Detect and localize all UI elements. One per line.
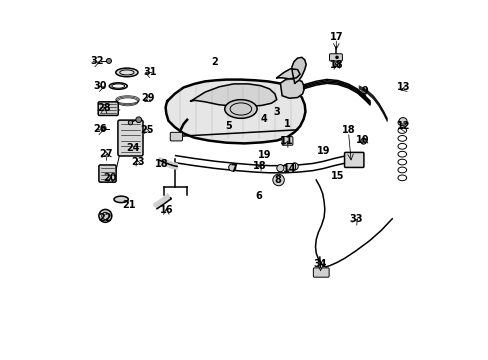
- Text: 19: 19: [317, 146, 330, 156]
- Text: 1: 1: [284, 120, 290, 129]
- Circle shape: [335, 55, 338, 59]
- Text: 11: 11: [280, 136, 293, 146]
- FancyBboxPatch shape: [313, 268, 328, 277]
- FancyBboxPatch shape: [118, 120, 142, 156]
- Text: 34: 34: [313, 259, 326, 269]
- Text: 29: 29: [142, 93, 155, 103]
- Ellipse shape: [114, 196, 128, 203]
- Text: 7: 7: [230, 164, 237, 174]
- Text: 18: 18: [252, 161, 266, 171]
- Text: 31: 31: [143, 67, 156, 77]
- Text: 17: 17: [329, 32, 343, 41]
- Text: 32: 32: [90, 56, 103, 66]
- Text: 3: 3: [273, 107, 280, 117]
- Text: 4: 4: [260, 114, 267, 124]
- Text: 9: 9: [361, 86, 367, 96]
- Text: 18: 18: [329, 60, 343, 70]
- Polygon shape: [280, 79, 304, 98]
- Polygon shape: [190, 84, 276, 107]
- Text: 19: 19: [257, 150, 271, 160]
- Circle shape: [228, 164, 235, 171]
- Text: 13: 13: [397, 82, 410, 92]
- Polygon shape: [159, 157, 177, 169]
- Ellipse shape: [116, 68, 138, 77]
- Text: 16: 16: [159, 206, 173, 216]
- Polygon shape: [165, 80, 305, 143]
- FancyBboxPatch shape: [282, 136, 292, 145]
- Text: 18: 18: [154, 159, 168, 169]
- Circle shape: [136, 117, 142, 123]
- Text: 2: 2: [211, 57, 218, 67]
- FancyBboxPatch shape: [98, 102, 118, 116]
- Text: 12: 12: [397, 121, 410, 131]
- Text: 27: 27: [99, 149, 112, 159]
- Text: 30: 30: [93, 81, 107, 91]
- Text: 10: 10: [355, 135, 369, 145]
- Circle shape: [290, 163, 298, 170]
- FancyBboxPatch shape: [329, 54, 342, 61]
- Circle shape: [102, 126, 106, 131]
- Text: 24: 24: [126, 143, 140, 153]
- Polygon shape: [291, 57, 305, 83]
- Text: 28: 28: [97, 103, 111, 113]
- Text: 25: 25: [140, 125, 153, 135]
- Text: 20: 20: [103, 173, 117, 183]
- FancyBboxPatch shape: [332, 62, 339, 66]
- FancyBboxPatch shape: [344, 152, 363, 167]
- Circle shape: [272, 174, 284, 186]
- FancyBboxPatch shape: [285, 163, 295, 170]
- Text: 5: 5: [224, 121, 231, 131]
- FancyBboxPatch shape: [170, 132, 182, 141]
- Text: 26: 26: [93, 124, 107, 134]
- Ellipse shape: [398, 118, 406, 124]
- Circle shape: [106, 58, 111, 63]
- Circle shape: [360, 138, 366, 144]
- Text: 23: 23: [131, 157, 145, 167]
- Polygon shape: [276, 69, 300, 79]
- Ellipse shape: [224, 100, 257, 118]
- Polygon shape: [153, 194, 171, 209]
- Circle shape: [99, 210, 112, 222]
- Text: 15: 15: [330, 171, 344, 181]
- FancyBboxPatch shape: [99, 165, 116, 182]
- Text: 14: 14: [283, 164, 296, 174]
- Text: 18: 18: [341, 125, 355, 135]
- Text: 6: 6: [255, 191, 262, 201]
- Text: 33: 33: [348, 215, 362, 224]
- Circle shape: [128, 121, 132, 125]
- Text: 21: 21: [122, 200, 136, 210]
- Text: 8: 8: [274, 175, 281, 185]
- Circle shape: [276, 165, 284, 172]
- Text: 22: 22: [99, 213, 112, 222]
